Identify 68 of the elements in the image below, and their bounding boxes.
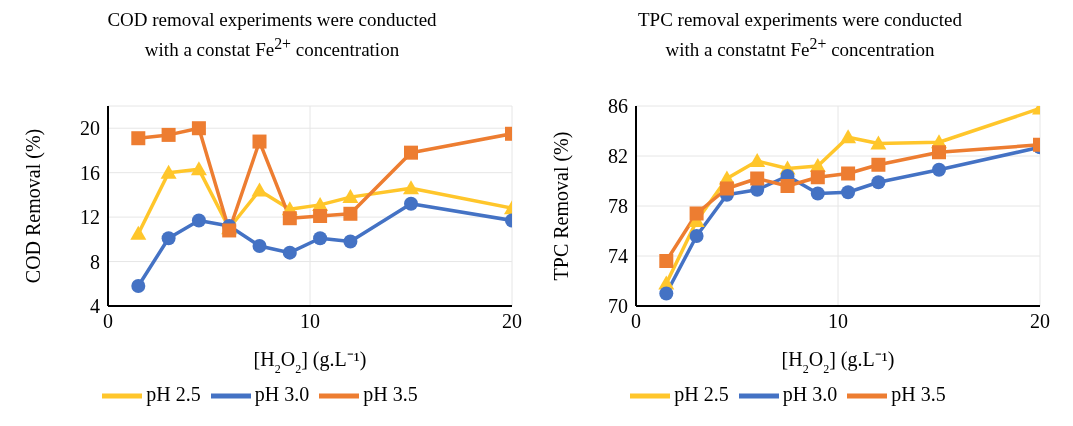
y-tick-label: 20 bbox=[80, 117, 100, 140]
point bbox=[841, 185, 856, 200]
point bbox=[342, 189, 359, 204]
point bbox=[131, 279, 146, 293]
y-tick-label: 8 bbox=[90, 250, 100, 273]
point bbox=[871, 175, 886, 190]
y-tick-label: 70 bbox=[608, 295, 628, 318]
point bbox=[313, 209, 328, 223]
x-tick-label: 20 bbox=[502, 310, 522, 333]
point bbox=[404, 196, 418, 211]
point bbox=[780, 179, 795, 193]
point bbox=[719, 181, 734, 196]
x-tick-label: 10 bbox=[828, 310, 848, 333]
point bbox=[841, 166, 856, 181]
point bbox=[810, 170, 825, 185]
y-tick-label: 4 bbox=[90, 295, 100, 318]
point bbox=[689, 229, 704, 243]
x-axis-title: [H$_{2}$O$_{2}$] (g.L⁻¹) bbox=[781, 348, 895, 376]
point bbox=[659, 286, 674, 301]
x-tick-label: 10 bbox=[300, 310, 320, 333]
point bbox=[251, 182, 268, 197]
legend-label: pH 3.0 bbox=[254, 382, 310, 405]
point bbox=[343, 206, 358, 221]
point bbox=[750, 171, 765, 186]
point bbox=[191, 213, 206, 228]
y-tick-label: 82 bbox=[608, 145, 628, 168]
point bbox=[313, 231, 328, 246]
point bbox=[871, 157, 886, 172]
legend-label: pH 3.5 bbox=[363, 382, 418, 405]
legend-label: pH 2.5 bbox=[146, 382, 201, 405]
point bbox=[932, 162, 946, 177]
point bbox=[343, 234, 358, 249]
x-tick-label: 0 bbox=[103, 310, 113, 333]
point bbox=[749, 153, 766, 167]
point bbox=[403, 180, 419, 195]
chart-title: COD removal experiments were conducted with a constat Fe$^{2+}$ concentration bbox=[107, 8, 437, 63]
y-tick-label: 16 bbox=[80, 161, 100, 184]
point bbox=[689, 206, 704, 221]
x-axis-title: [H$_{2}$O$_{2}$] (g.L⁻¹) bbox=[253, 348, 367, 376]
point bbox=[252, 134, 267, 149]
point bbox=[130, 225, 147, 240]
y-tick-label: 74 bbox=[608, 245, 628, 268]
point bbox=[191, 121, 206, 136]
point bbox=[252, 239, 267, 253]
point bbox=[160, 164, 177, 179]
x-tick-label: 20 bbox=[1030, 310, 1050, 333]
x-tick-label: 0 bbox=[631, 310, 641, 333]
point bbox=[404, 145, 418, 160]
legend-label: pH 3.5 bbox=[891, 382, 946, 405]
point bbox=[131, 131, 146, 146]
point bbox=[659, 254, 674, 268]
y-axis-title: COD Removal (%) bbox=[22, 128, 45, 284]
point bbox=[870, 135, 887, 150]
y-tick-label: 86 bbox=[608, 95, 628, 118]
chart-title: TPC removal experiments were conducted with a constatnt Fe$^{2+}$ concentration bbox=[637, 8, 963, 63]
y-axis-title: TPC Removal (%) bbox=[550, 131, 573, 281]
point bbox=[161, 231, 176, 246]
point bbox=[282, 211, 297, 226]
point bbox=[932, 145, 946, 160]
legend-label: pH 2.5 bbox=[674, 382, 729, 405]
point bbox=[282, 245, 297, 260]
y-tick-label: 12 bbox=[80, 206, 100, 229]
point bbox=[810, 186, 825, 201]
point bbox=[190, 161, 207, 176]
point bbox=[161, 127, 176, 142]
point bbox=[840, 129, 857, 144]
legend-label: pH 3.0 bbox=[782, 382, 838, 405]
y-tick-label: 78 bbox=[608, 195, 628, 218]
